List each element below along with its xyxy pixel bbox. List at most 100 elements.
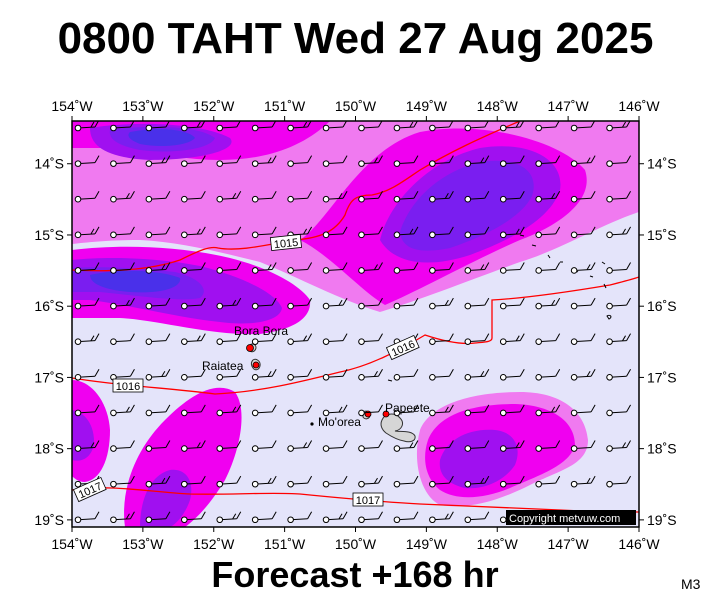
wind-barb xyxy=(358,475,383,488)
lon-label-top: 154˚W xyxy=(51,98,93,114)
wind-barb xyxy=(322,369,348,381)
wind-barb xyxy=(216,369,242,381)
wind-barb xyxy=(429,190,454,203)
wind-barb xyxy=(145,190,171,203)
wind-barb xyxy=(606,333,631,345)
wind-barb xyxy=(358,369,383,381)
lon-label-bottom: 150˚W xyxy=(335,536,377,552)
wind-barb xyxy=(499,155,525,167)
wind-barb xyxy=(251,121,277,132)
wind-barb xyxy=(181,155,206,167)
wind-barb xyxy=(251,262,277,274)
wind-region-top-core-blue xyxy=(128,129,195,146)
wind-barb xyxy=(145,369,171,381)
model-code: M3 xyxy=(681,576,701,592)
wind-barb xyxy=(499,475,525,488)
wind-barb xyxy=(606,226,631,239)
wind-barb xyxy=(570,121,596,132)
wind-region-south-east-mid xyxy=(439,429,518,489)
forecast-label: Forecast +168 hr xyxy=(211,554,499,595)
wind-barb xyxy=(429,226,454,239)
wind-barb xyxy=(499,333,525,345)
wind-barb xyxy=(145,121,170,132)
wind-barb xyxy=(181,297,206,310)
copyright-box: Copyright metvuw.com xyxy=(506,510,636,525)
wind-barb xyxy=(216,333,242,345)
isobar-label-1015: 1015 xyxy=(269,234,302,251)
isobar-label-1016-west: 1016 xyxy=(112,378,144,393)
wind-barb xyxy=(216,297,242,310)
wind-barb xyxy=(251,297,277,310)
wind-barb xyxy=(570,297,596,310)
wind-barb xyxy=(287,475,313,488)
wind-barb xyxy=(251,333,277,345)
lat-label-left: 15˚S xyxy=(34,227,64,243)
wind-barb xyxy=(499,369,525,381)
wind-barb xyxy=(110,297,135,310)
wind-barb xyxy=(570,262,596,274)
wind-barb xyxy=(393,475,419,488)
svg-text:1015: 1015 xyxy=(273,237,299,251)
lon-label-top: 153˚W xyxy=(122,98,164,114)
wind-barb xyxy=(429,297,454,310)
lat-label-right: 19˚S xyxy=(647,512,677,528)
wind-barb xyxy=(570,333,596,345)
wind-barb xyxy=(145,262,171,274)
wind-barb xyxy=(287,369,313,381)
wind-barb xyxy=(535,475,561,488)
lat-label-right: 17˚S xyxy=(647,369,677,385)
lon-label-top: 148˚W xyxy=(477,98,519,114)
wind-barb xyxy=(358,297,383,310)
svg-text:1016: 1016 xyxy=(116,381,140,393)
wind-barb xyxy=(393,262,419,274)
wind-barb xyxy=(181,404,206,417)
lon-label-bottom: 146˚W xyxy=(618,536,660,552)
wind-barb xyxy=(251,190,277,203)
wind-barb xyxy=(499,297,525,310)
isobar-label-1017-south: 1017 xyxy=(352,492,384,507)
wind-barb xyxy=(535,190,561,203)
wind-barb xyxy=(181,369,206,381)
isobar-1016-main xyxy=(72,276,639,395)
island-tahiti xyxy=(380,413,416,443)
place-label-raiatea: Raiatea xyxy=(202,359,244,373)
wind-barb xyxy=(251,155,277,167)
wind-barb xyxy=(74,121,100,132)
wind-barb xyxy=(322,475,348,488)
wind-barb xyxy=(145,511,171,524)
wind-barb xyxy=(181,226,206,239)
wind-barb xyxy=(358,511,383,524)
marker-bora-bora xyxy=(246,344,254,352)
wind-barb xyxy=(358,190,383,203)
wind-barb xyxy=(110,262,135,274)
wind-barb xyxy=(393,226,419,239)
wind-barb xyxy=(145,297,171,310)
lon-label-bottom: 147˚W xyxy=(548,536,590,552)
wind-barb xyxy=(429,333,454,345)
wind-barb xyxy=(429,440,454,452)
lon-label-top: 150˚W xyxy=(335,98,377,114)
wind-barb xyxy=(251,511,277,524)
map-title: 0800 TAHT Wed 27 Aug 2025 xyxy=(57,14,654,63)
wind-barb xyxy=(216,155,242,167)
wind-barb xyxy=(393,440,419,452)
wind-barb xyxy=(535,121,560,132)
isobar-1015 xyxy=(72,121,521,272)
wind-barb xyxy=(74,297,100,310)
place-label-bora-bora: Bora Bora xyxy=(234,324,288,338)
lat-label-right: 18˚S xyxy=(647,441,677,457)
wind-barb xyxy=(464,262,490,274)
wind-barb xyxy=(464,155,490,167)
lon-label-top: 151˚W xyxy=(264,98,306,114)
lon-label-bottom: 148˚W xyxy=(477,536,519,552)
wind-barb xyxy=(110,190,135,203)
wind-barb xyxy=(499,262,525,274)
wind-barb xyxy=(287,404,313,417)
wind-barb xyxy=(393,511,419,524)
wind-barb xyxy=(358,226,383,239)
wind-barb xyxy=(393,404,419,417)
wind-barb xyxy=(216,404,242,417)
lon-label-bottom: 151˚W xyxy=(264,536,306,552)
lat-label-right: 15˚S xyxy=(647,227,677,243)
place-label-papeete: Papeete xyxy=(385,401,430,415)
